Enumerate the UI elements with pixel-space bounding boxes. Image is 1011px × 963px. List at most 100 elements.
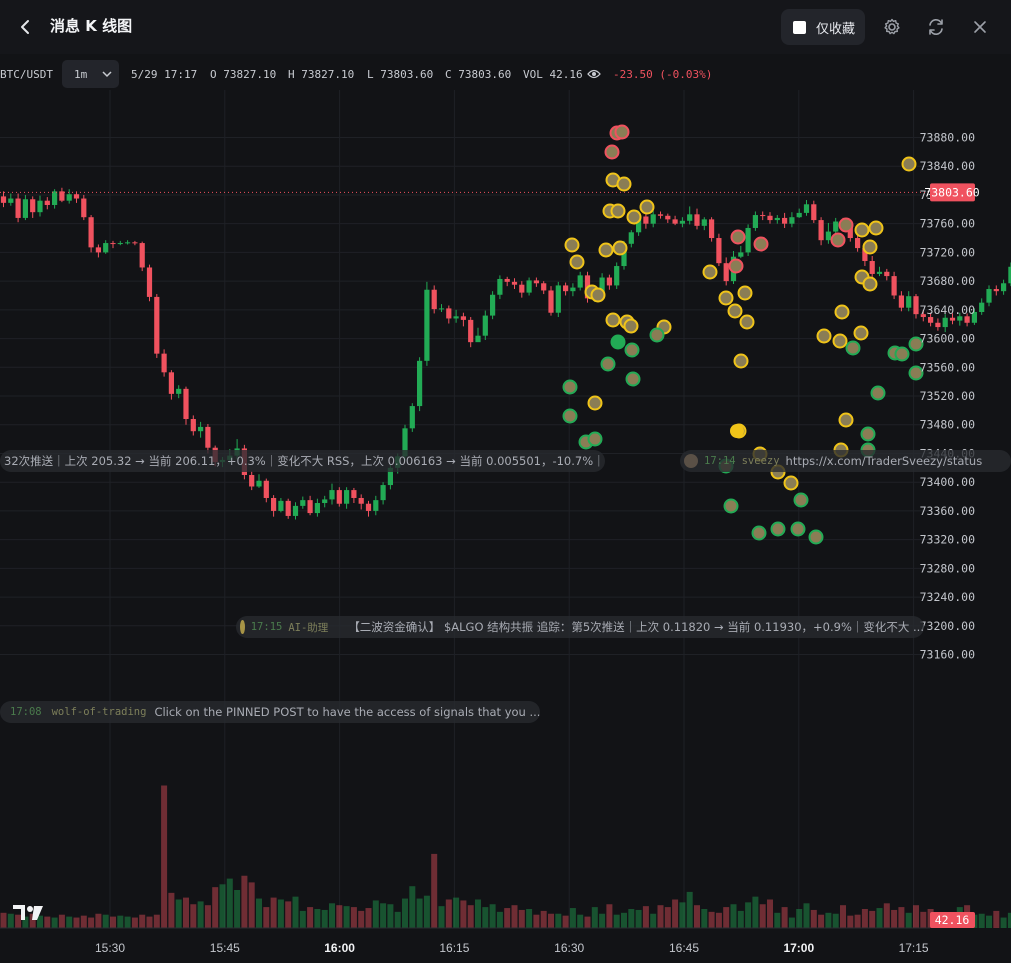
refresh-button[interactable]	[923, 14, 949, 40]
candle-body	[438, 308, 445, 310]
candle-body	[570, 287, 576, 292]
candle-body	[73, 194, 80, 199]
message-marker	[816, 328, 832, 344]
price-tick-label: 73240.00	[920, 590, 975, 604]
candle-body	[336, 490, 342, 504]
price-tick-label: 73200.00	[920, 619, 975, 633]
volume-bar	[402, 898, 408, 928]
volume-bar	[394, 911, 401, 928]
eye-icon[interactable]	[587, 68, 601, 80]
message-marker	[702, 264, 718, 280]
candle-body	[920, 314, 926, 318]
volume-bar	[810, 909, 817, 928]
volume-bar	[299, 910, 306, 928]
volume-bar	[175, 899, 182, 928]
volume-bar	[489, 904, 496, 928]
interval-select[interactable]: 1m	[62, 60, 119, 88]
volume-bar	[285, 901, 292, 928]
message-bubble-1[interactable]: 32次推送｜上次 205.32 → 当前 206.11，+0.3%｜变化不大 R…	[0, 450, 605, 472]
favorites-only-toggle[interactable]: 仅收藏	[781, 9, 865, 45]
volume-bar	[445, 899, 452, 928]
volume-bar	[234, 890, 241, 928]
candle-body	[738, 252, 744, 257]
candle-body	[446, 308, 452, 319]
symbol-label[interactable]: BTC/USDT	[0, 68, 53, 81]
volume-bar	[577, 914, 584, 928]
volume-bar	[767, 899, 773, 928]
volume-bar	[1000, 917, 1007, 928]
volume-bar	[745, 902, 752, 928]
volume-bar	[110, 916, 116, 928]
price-tick-label: 73560.00	[920, 360, 975, 374]
candle-body	[935, 322, 941, 328]
candlestick-chart[interactable]: 73880.0073840.0073800.0073760.0073720.00…	[0, 90, 1011, 963]
volume-bar	[1007, 912, 1011, 928]
candle-body	[504, 278, 510, 282]
message-bubble-4[interactable]: 17:08 wolf-of-trading Click on the PINNE…	[0, 701, 540, 723]
message-marker	[562, 408, 578, 424]
candle-body	[0, 196, 7, 203]
volume-bar	[701, 909, 708, 928]
volume-bar	[978, 913, 985, 928]
message-marker	[649, 327, 665, 343]
volume-bar	[861, 909, 868, 928]
candle-body	[81, 198, 87, 218]
time-tick-label: 15:45	[210, 941, 240, 955]
message-marker	[598, 242, 614, 258]
candle-body	[431, 289, 437, 310]
candle-body	[825, 231, 831, 241]
message-text: https://x.com/TraderSveezy/status	[785, 454, 983, 468]
volume-bar	[825, 912, 832, 928]
volume-bar	[752, 896, 759, 928]
candle-body	[942, 317, 948, 328]
volume-bar	[883, 903, 890, 928]
last-price-tag	[930, 183, 975, 202]
candle-body	[205, 426, 211, 448]
volume-bar	[51, 917, 58, 928]
volume-bar	[431, 853, 438, 928]
candle-body	[329, 490, 335, 500]
time-axis: 15:30 15:45 16:00 16:15 16:30 16:45 17:00 17:15	[0, 927, 930, 955]
candle-body	[66, 194, 72, 201]
candle-body	[701, 219, 707, 226]
message-bubble-3[interactable]: 17:15 AI-助理 【二波资金确认】 $ALGO 结构共振 追踪：第5次推送…	[236, 616, 924, 638]
candle-body	[190, 418, 196, 432]
volume-bar	[555, 913, 562, 928]
candle-body	[103, 243, 109, 253]
chevron-down-icon	[102, 71, 112, 78]
volume-bar	[642, 906, 649, 928]
settings-button[interactable]	[879, 14, 905, 40]
chevron-left-icon	[21, 20, 29, 34]
candle-body	[110, 243, 116, 245]
volume-bar	[241, 875, 248, 928]
price-tick-label: 73160.00	[920, 648, 975, 662]
candle-body	[971, 311, 977, 323]
candle-body	[373, 500, 379, 511]
message-bubble-2[interactable]: 17:14 sveezy https://x.com/TraderSveezy/…	[680, 450, 1011, 472]
volume-bar	[891, 909, 898, 928]
volume-bar	[314, 909, 321, 928]
candle-body	[8, 198, 14, 203]
back-button[interactable]	[14, 14, 36, 40]
last-price-label: 73803.60	[924, 185, 979, 199]
close-button[interactable]	[967, 14, 993, 40]
volume-bar	[584, 916, 591, 928]
time-tick-label: 16:30	[554, 941, 584, 955]
candle-body	[424, 289, 430, 361]
candle-body	[723, 263, 729, 282]
message-marker	[830, 232, 846, 248]
message-marker	[611, 335, 625, 349]
open-value: O 73827.10	[210, 68, 277, 81]
candle-body	[292, 505, 299, 516]
volume-bar	[124, 916, 131, 928]
candle-body	[833, 221, 839, 232]
candle-body	[468, 319, 474, 343]
volume-bar	[774, 912, 781, 928]
message-marker	[605, 312, 621, 328]
message-marker	[793, 492, 809, 508]
chart-grid	[0, 90, 930, 928]
candle-body	[198, 426, 204, 432]
candle-body	[37, 200, 43, 213]
favorites-checkbox[interactable]	[793, 20, 806, 34]
candle-body	[460, 316, 466, 320]
